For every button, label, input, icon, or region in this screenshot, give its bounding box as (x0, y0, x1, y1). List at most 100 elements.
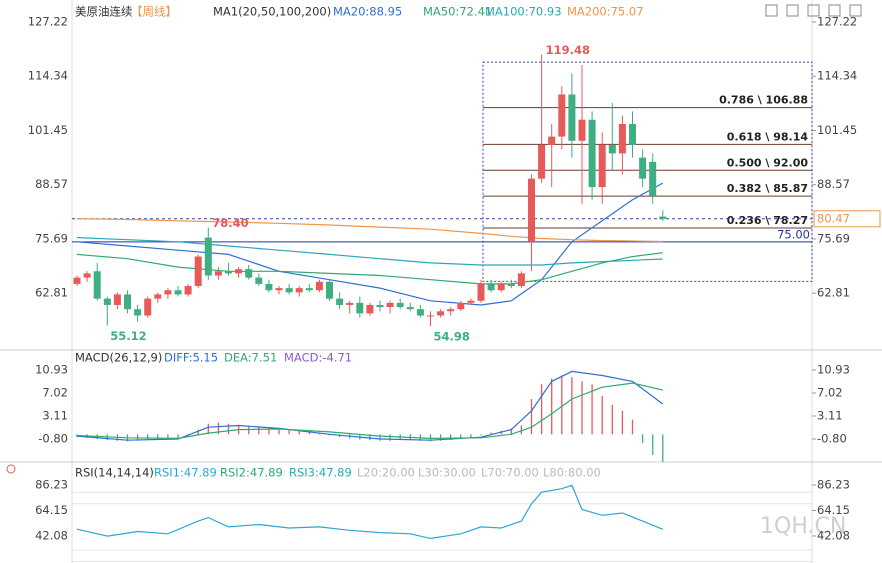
legend-entry: MACD:-4.71 (284, 351, 352, 365)
candle-body (376, 304, 384, 308)
candle-body (366, 304, 374, 314)
price-box (813, 210, 881, 228)
candle-body (305, 288, 313, 291)
icon[interactable] (807, 4, 820, 17)
candle-body (225, 271, 232, 274)
candle-body (336, 298, 344, 305)
candle-body (588, 119, 596, 188)
candle-body (437, 311, 445, 316)
y-tick-label-right: 64.15 (817, 503, 850, 517)
y-tick-label-right: 42.08 (817, 529, 850, 543)
candle-body (497, 283, 505, 291)
price-label: 80.47 (817, 211, 850, 225)
candle-body (487, 283, 495, 291)
legend-entry: MA200:75.07 (567, 5, 644, 19)
candle-body (295, 288, 303, 293)
candle-body (164, 290, 172, 295)
y-tick-label: 42.08 (35, 529, 68, 543)
icon[interactable] (765, 4, 778, 17)
ma-line (76, 218, 663, 243)
candle-body (649, 161, 657, 196)
fib-label: 0.382 \ 85.87 (727, 182, 808, 195)
legend-entry: L70:70.00 (481, 466, 539, 480)
candle-body (618, 123, 626, 154)
legend-entry: MA20:88.95 (333, 5, 402, 19)
candle-body (386, 302, 394, 308)
candle-body (184, 286, 192, 295)
y-tick-label: -0.80 (38, 432, 68, 446)
macd-title: MACD(26,12,9) (75, 351, 162, 365)
candle-body (83, 273, 91, 278)
candle-body (154, 294, 162, 299)
legend-entry: RSI3:47.89 (289, 466, 352, 480)
icon[interactable] (828, 4, 841, 17)
y-tick-label: 62.81 (35, 286, 68, 300)
legend-entry: L20:20.00 (357, 466, 415, 480)
y-tick-label-right: 3.11 (817, 409, 843, 423)
y-tick-label: 86.23 (35, 478, 68, 492)
y-tick-label-right: -0.80 (817, 432, 847, 446)
y-tick-label: 10.93 (35, 363, 68, 377)
y-tick-label: 127.22 (28, 15, 68, 29)
candle-body (255, 277, 263, 284)
annotation: 78.40 (212, 216, 248, 230)
period: 【周线】 (131, 5, 177, 19)
legend-entry: DEA:7.51 (224, 351, 277, 365)
y-tick-label: 64.15 (35, 503, 68, 517)
watermark: 1QH.CN (760, 514, 846, 539)
candle-body (457, 302, 465, 310)
candle-body (346, 302, 354, 305)
settings-icon[interactable] (6, 464, 16, 474)
y-tick-label-right: 75.69 (817, 231, 850, 245)
candle-body (235, 269, 243, 274)
legend-entry: DIFF:5.15 (164, 351, 218, 365)
y-tick-label: 114.34 (28, 69, 68, 83)
toolbar-icons[interactable] (765, 4, 862, 17)
rsi-title: RSI(14,14,14) (75, 466, 154, 480)
annotation: 54.98 (434, 330, 470, 344)
candle-body (548, 136, 556, 146)
macd-line (76, 382, 663, 440)
legend-entry: MA100:70.93 (485, 5, 562, 19)
legend-entry: L30:30.00 (418, 466, 476, 480)
candle-body (194, 256, 202, 287)
candle-body (93, 271, 101, 299)
candle-body (396, 302, 404, 308)
legend-entry: RSI1:47.89 (154, 466, 217, 480)
ma-line (76, 237, 663, 266)
candle-body (507, 283, 515, 287)
legend-entry: MA50:72.41 (423, 5, 492, 19)
rsi-line (76, 484, 664, 540)
icon[interactable] (849, 4, 862, 17)
candle-body (578, 119, 586, 141)
candle-body (356, 302, 364, 314)
candle-body (285, 288, 293, 293)
legend-entry: RSI2:47.89 (220, 466, 283, 480)
candle-body (134, 309, 142, 316)
candle-body (416, 309, 424, 316)
y-tick-label-right: 7.02 (817, 386, 843, 400)
candle-body (315, 281, 323, 291)
annotation: 119.48 (546, 43, 590, 57)
y-tick-label-right: 10.93 (817, 363, 850, 377)
candle-body (538, 145, 546, 179)
y-tick-label: 75.69 (35, 231, 68, 245)
icon[interactable] (786, 4, 799, 17)
macd-line (76, 370, 664, 441)
y-tick-label-right: 114.34 (817, 69, 857, 83)
y-tick-label-right: 86.23 (817, 478, 850, 492)
candle-body (113, 294, 121, 305)
candle-body (275, 288, 283, 291)
y-tick-label: 101.45 (28, 123, 68, 137)
candle-body (447, 309, 455, 312)
fib-label: 0.500 \ 92.00 (727, 156, 809, 169)
y-tick-label-right: 62.81 (817, 286, 850, 300)
candle-body (659, 216, 667, 219)
candle-body (477, 283, 485, 301)
candle-body (517, 273, 525, 287)
candle-body (608, 145, 616, 154)
fib-label: 0.618 \ 98.14 (727, 130, 809, 143)
annotation: 55.12 (110, 329, 146, 343)
fib-box (482, 61, 813, 282)
